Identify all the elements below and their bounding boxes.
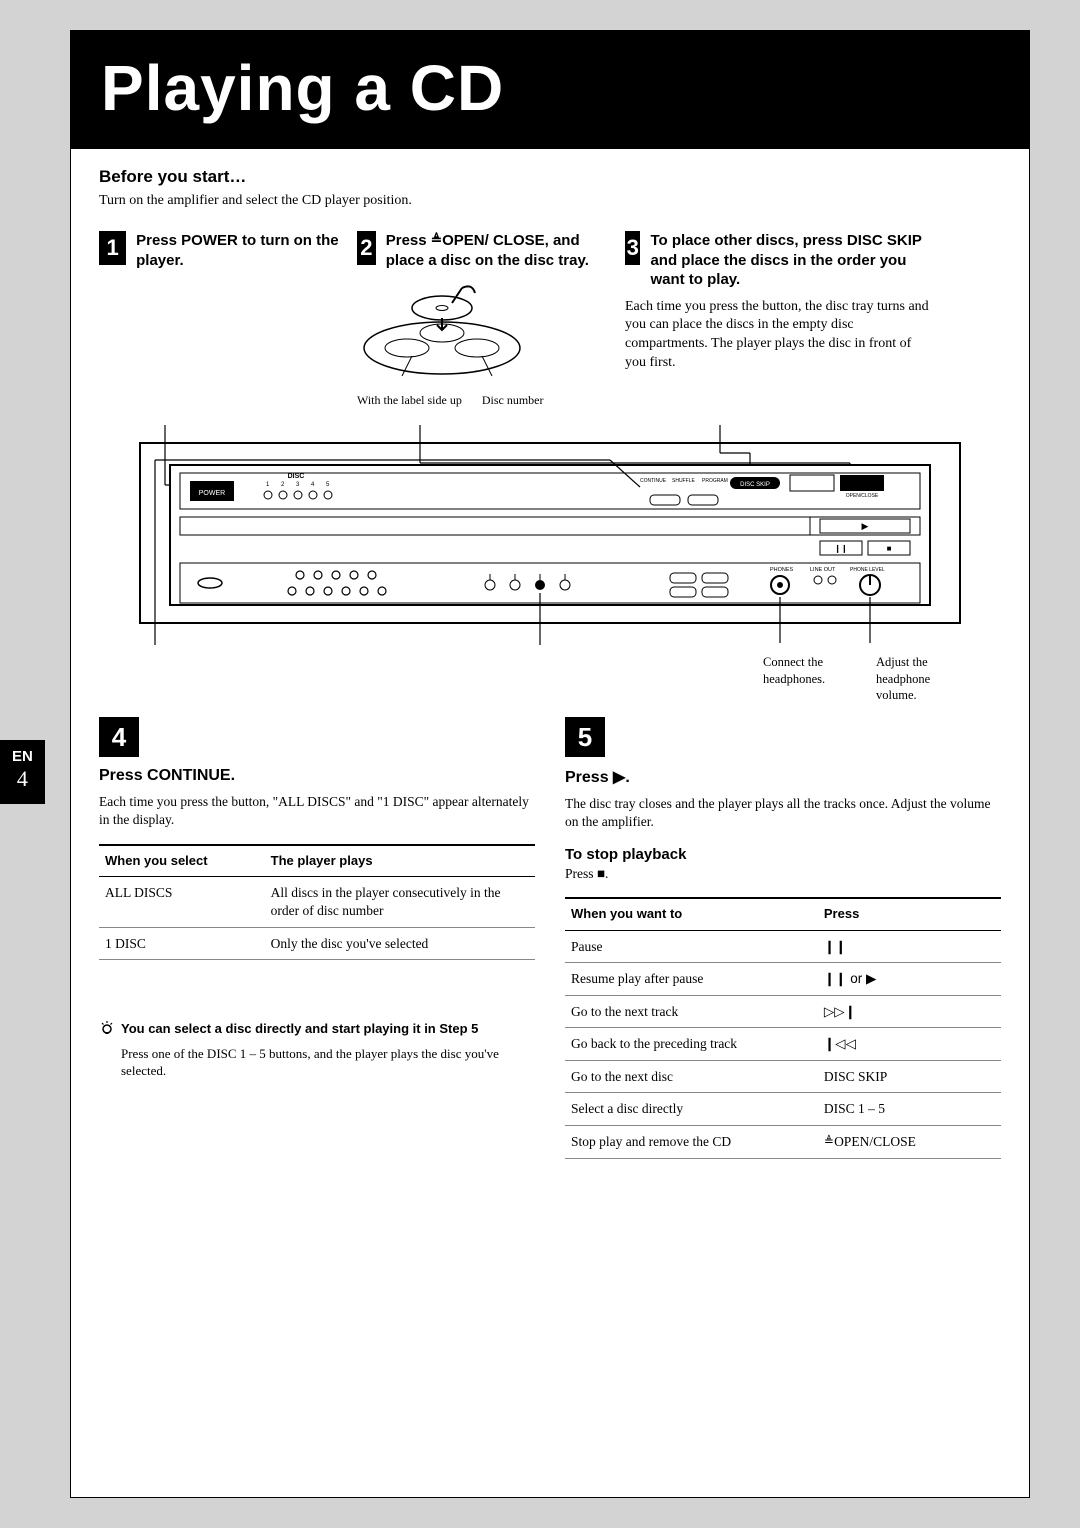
step-2-pre: Press	[386, 232, 431, 249]
tip-body: Press one of the DISC 1 – 5 buttons, and…	[99, 1045, 535, 1080]
table-cell: DISC SKIP	[818, 1060, 1001, 1093]
table-cell: Go to the next disc	[565, 1060, 818, 1093]
step-4-number: 4	[99, 717, 139, 757]
table-cell: ❙❙	[818, 930, 1001, 963]
table-cell: ▷▷❙	[818, 995, 1001, 1028]
svg-text:PHONES: PHONES	[770, 567, 794, 573]
svg-text:LINE OUT: LINE OUT	[810, 567, 836, 573]
table-cell: Resume play after pause	[565, 963, 818, 996]
table-cell: Go back to the preceding track	[565, 1028, 818, 1061]
table-cell: ❙◁◁	[818, 1028, 1001, 1061]
page: Playing a CD Before you start… Turn on t…	[70, 30, 1030, 1498]
table-cell: ≜OPEN/CLOSE	[818, 1125, 1001, 1158]
step-5-title-pre: Press	[565, 769, 613, 786]
svg-text:DISC SKIP: DISC SKIP	[740, 482, 770, 488]
play-icon: ▶	[613, 769, 625, 786]
tip-icon	[99, 1020, 115, 1041]
open-close-label: OPEN/CLOSE	[834, 1134, 916, 1149]
step-3-body: Each time you press the button, the disc…	[625, 298, 935, 374]
svg-text:▶: ▶	[862, 521, 869, 531]
disc-tray-illustration	[357, 278, 527, 378]
step-1-heading: Press POWER to turn on the player.	[136, 231, 339, 270]
step-4-title: Press CONTINUE.	[99, 767, 535, 785]
step-4-table: When you select The player plays ALL DIS…	[99, 844, 535, 961]
callout-headphones: Connect the headphones.	[763, 654, 858, 703]
page-number: 4	[12, 766, 33, 792]
table-header: Press	[818, 898, 1001, 930]
table-header: The player plays	[265, 845, 535, 877]
svg-text:❙❙: ❙❙	[834, 544, 847, 553]
disc-captions: With the label side up Disc number	[357, 393, 607, 407]
tip-box: You can select a disc directly and start…	[99, 1020, 535, 1080]
step-2: 2 Press ≜OPEN/ CLOSE, and place a disc o…	[357, 231, 607, 407]
step-3-heading: To place other discs, press DISC SKIP an…	[650, 231, 935, 290]
table-cell: ALL DISCS	[99, 877, 265, 927]
svg-text:CONTINUE: CONTINUE	[640, 478, 667, 484]
step-5-body: The disc tray closes and the player play…	[565, 795, 1001, 831]
table-cell: DISC 1 – 5	[818, 1093, 1001, 1126]
table-cell: Stop play and remove the CD	[565, 1125, 818, 1158]
eject-icon: ≜	[431, 231, 442, 249]
stop-body-pre: Press	[565, 866, 597, 881]
before-heading: Before you start…	[99, 167, 1001, 187]
table-header: When you select	[99, 845, 265, 877]
svg-text:DISC: DISC	[288, 473, 305, 480]
svg-text:■: ■	[887, 544, 892, 553]
step-3: 3 To place other discs, press DISC SKIP …	[625, 231, 935, 407]
svg-text:SHUFFLE: SHUFFLE	[672, 478, 695, 484]
intro-text: Turn on the amplifier and select the CD …	[99, 193, 1001, 209]
cd-player-illustration: POWER DISC 1 2 3 4 5 CONTINUE SHUFFLE PR…	[99, 425, 1001, 645]
page-lang: EN	[12, 748, 33, 766]
table-cell: Pause	[565, 930, 818, 963]
caption-label-up: With the label side up	[357, 393, 462, 407]
stop-body: Press ■.	[565, 865, 1001, 883]
table-header: When you want to	[565, 898, 818, 930]
caption-disc-number: Disc number	[482, 393, 544, 407]
table-cell: All discs in the player consecutively in…	[265, 877, 535, 927]
page-tab: EN 4	[0, 740, 45, 804]
step-4-body: Each time you press the button, "ALL DIS…	[99, 793, 535, 829]
callout-volume: Adjust the headphone volume.	[876, 654, 971, 703]
table-cell: Only the disc you've selected	[265, 927, 535, 960]
step-1-number: 1	[99, 231, 126, 265]
svg-text:OPEN/CLOSE: OPEN/CLOSE	[846, 493, 879, 499]
eject-icon: ≜	[824, 1134, 834, 1150]
svg-text:PHONE LEVEL: PHONE LEVEL	[850, 567, 885, 573]
step-5-number: 5	[565, 717, 605, 757]
step-5-title-post: .	[625, 769, 629, 786]
page-title: Playing a CD	[101, 51, 999, 125]
table-cell: Go to the next track	[565, 995, 818, 1028]
step-2-number: 2	[357, 231, 376, 265]
step-2-heading: Press ≜OPEN/ CLOSE, and place a disc on …	[386, 231, 607, 270]
step-5-table: When you want to Press Pause❙❙ Resume pl…	[565, 897, 1001, 1159]
stop-heading: To stop playback	[565, 846, 1001, 863]
table-cell: ❙❙ or ▶	[818, 963, 1001, 996]
step-3-number: 3	[625, 231, 640, 265]
step-1: 1 Press POWER to turn on the player.	[99, 231, 339, 407]
stop-icon: ■	[597, 866, 605, 881]
table-cell: Select a disc directly	[565, 1093, 818, 1126]
svg-text:PROGRAM: PROGRAM	[702, 478, 728, 484]
step-5: 5 Press ▶. The disc tray closes and the …	[565, 717, 1001, 1159]
step-4: 4 Press CONTINUE. Each time you press th…	[99, 717, 535, 1159]
tip-title: You can select a disc directly and start…	[121, 1020, 478, 1041]
table-cell: 1 DISC	[99, 927, 265, 960]
step-5-title: Press ▶.	[565, 767, 1001, 787]
svg-text:POWER: POWER	[199, 490, 225, 497]
stop-body-post: .	[605, 866, 608, 881]
title-banner: Playing a CD	[71, 31, 1029, 149]
